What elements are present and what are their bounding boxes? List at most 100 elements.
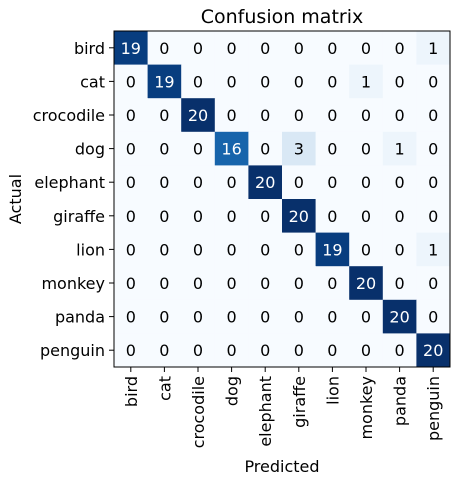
heatmap-cell xyxy=(248,31,283,65)
y-tick-label: elephant xyxy=(34,173,105,192)
x-tick-label: panda xyxy=(391,376,410,426)
cell-value-label: 0 xyxy=(227,173,237,192)
cell-value-label: 0 xyxy=(126,341,136,360)
heatmap-cell xyxy=(147,266,182,301)
heatmap-cell xyxy=(114,64,148,99)
cell-value-label: 0 xyxy=(159,341,169,360)
cell-value-label: 1 xyxy=(428,240,438,259)
cell-value-label: 0 xyxy=(294,341,304,360)
cell-value-label: 0 xyxy=(428,173,438,192)
y-tick-label: bird xyxy=(74,39,105,58)
heatmap-cell xyxy=(416,98,451,133)
heatmap-cell xyxy=(114,131,148,166)
heatmap-cell xyxy=(349,232,384,267)
cell-value-label: 0 xyxy=(327,341,337,360)
heatmap-cell xyxy=(349,266,384,301)
x-axis-label: Predicted xyxy=(244,457,319,476)
cell-value-label: 0 xyxy=(227,207,237,226)
cell-value-label: 0 xyxy=(159,173,169,192)
cell-value-label: 1 xyxy=(395,140,405,159)
x-tick-label: cat xyxy=(155,376,174,401)
cell-value-label: 0 xyxy=(395,207,405,226)
heatmap-cell xyxy=(349,165,384,200)
heatmap-cell xyxy=(214,232,249,267)
heatmap-cell xyxy=(282,266,316,301)
cell-value-label: 0 xyxy=(193,140,203,159)
heatmap-cell xyxy=(147,165,182,200)
heatmap-cell xyxy=(114,199,148,233)
cell-value-label: 0 xyxy=(428,72,438,91)
y-tick-label: penguin xyxy=(40,341,105,360)
x-tick-label: crocodile xyxy=(189,376,208,448)
cell-value-label: 0 xyxy=(260,274,270,293)
heatmap-cell xyxy=(214,64,249,99)
cell-value-label: 0 xyxy=(428,106,438,125)
x-tick-label: dog xyxy=(223,376,242,406)
heatmap-cell xyxy=(315,299,350,334)
heatmap-cell xyxy=(349,98,384,133)
heatmap-cell xyxy=(349,333,384,368)
heatmap-cell xyxy=(147,299,182,334)
heatmap-cell xyxy=(147,98,182,133)
cell-value-label: 0 xyxy=(159,240,169,259)
cell-value-label: 0 xyxy=(193,308,203,327)
heatmap-cell xyxy=(416,232,451,267)
cell-value-label: 0 xyxy=(126,207,136,226)
cell-value-label: 0 xyxy=(361,140,371,159)
cell-value-label: 0 xyxy=(227,106,237,125)
cell-value-label: 0 xyxy=(227,341,237,360)
cell-value-label: 0 xyxy=(159,140,169,159)
cell-value-label: 3 xyxy=(294,140,304,159)
cell-value-label: 0 xyxy=(260,106,270,125)
cell-value-label: 0 xyxy=(327,207,337,226)
cell-value-label: 0 xyxy=(193,72,203,91)
heatmap-cell xyxy=(114,266,148,301)
heatmap-cell xyxy=(282,199,316,233)
axis-ticks: birdbirdcatcatcrocodilecrocodiledogdogel… xyxy=(33,39,443,448)
cell-value-label: 19 xyxy=(154,72,174,91)
cell-value-label: 0 xyxy=(126,140,136,159)
cell-value-label: 0 xyxy=(327,308,337,327)
heatmap-cell xyxy=(349,299,384,334)
heatmap-cell xyxy=(416,31,451,65)
cell-value-label: 0 xyxy=(327,140,337,159)
cell-value-label: 0 xyxy=(260,72,270,91)
cell-value-label: 0 xyxy=(193,207,203,226)
cell-value-label: 0 xyxy=(294,308,304,327)
heatmap-cell xyxy=(416,131,451,166)
heatmap-cell xyxy=(382,31,417,65)
cell-value-label: 0 xyxy=(395,341,405,360)
cell-value-label: 1 xyxy=(428,39,438,58)
cell-value-label: 0 xyxy=(227,240,237,259)
heatmap-cell xyxy=(114,31,148,65)
heatmap-cell xyxy=(214,98,249,133)
heatmap-cell xyxy=(382,165,417,200)
cell-value-label: 0 xyxy=(395,274,405,293)
cell-value-label: 0 xyxy=(361,39,371,58)
cell-value-label: 0 xyxy=(327,72,337,91)
heatmap-cell xyxy=(282,333,316,368)
chart-title: Confusion matrix xyxy=(201,6,363,28)
cell-value-label: 0 xyxy=(126,173,136,192)
cell-value-label: 20 xyxy=(255,173,275,192)
cell-value-label: 0 xyxy=(159,274,169,293)
heatmap-cell xyxy=(114,165,148,200)
heatmap-cell xyxy=(315,266,350,301)
heatmap-cell xyxy=(214,333,249,368)
cell-value-label: 0 xyxy=(294,173,304,192)
cell-value-label: 0 xyxy=(428,308,438,327)
cell-value-label: 0 xyxy=(227,39,237,58)
heatmap-cell xyxy=(181,64,216,99)
heatmap-cell xyxy=(248,299,283,334)
heatmap-cell xyxy=(181,232,216,267)
heatmap-cell xyxy=(315,333,350,368)
heatmap-cell xyxy=(282,131,316,166)
heatmap-cell xyxy=(114,98,148,133)
heatmap-cell xyxy=(282,98,316,133)
heatmap-cell xyxy=(114,232,148,267)
heatmap-cell xyxy=(416,266,451,301)
cell-value-label: 0 xyxy=(126,308,136,327)
cell-value-label: 0 xyxy=(227,72,237,91)
cell-value-label: 20 xyxy=(289,207,309,226)
